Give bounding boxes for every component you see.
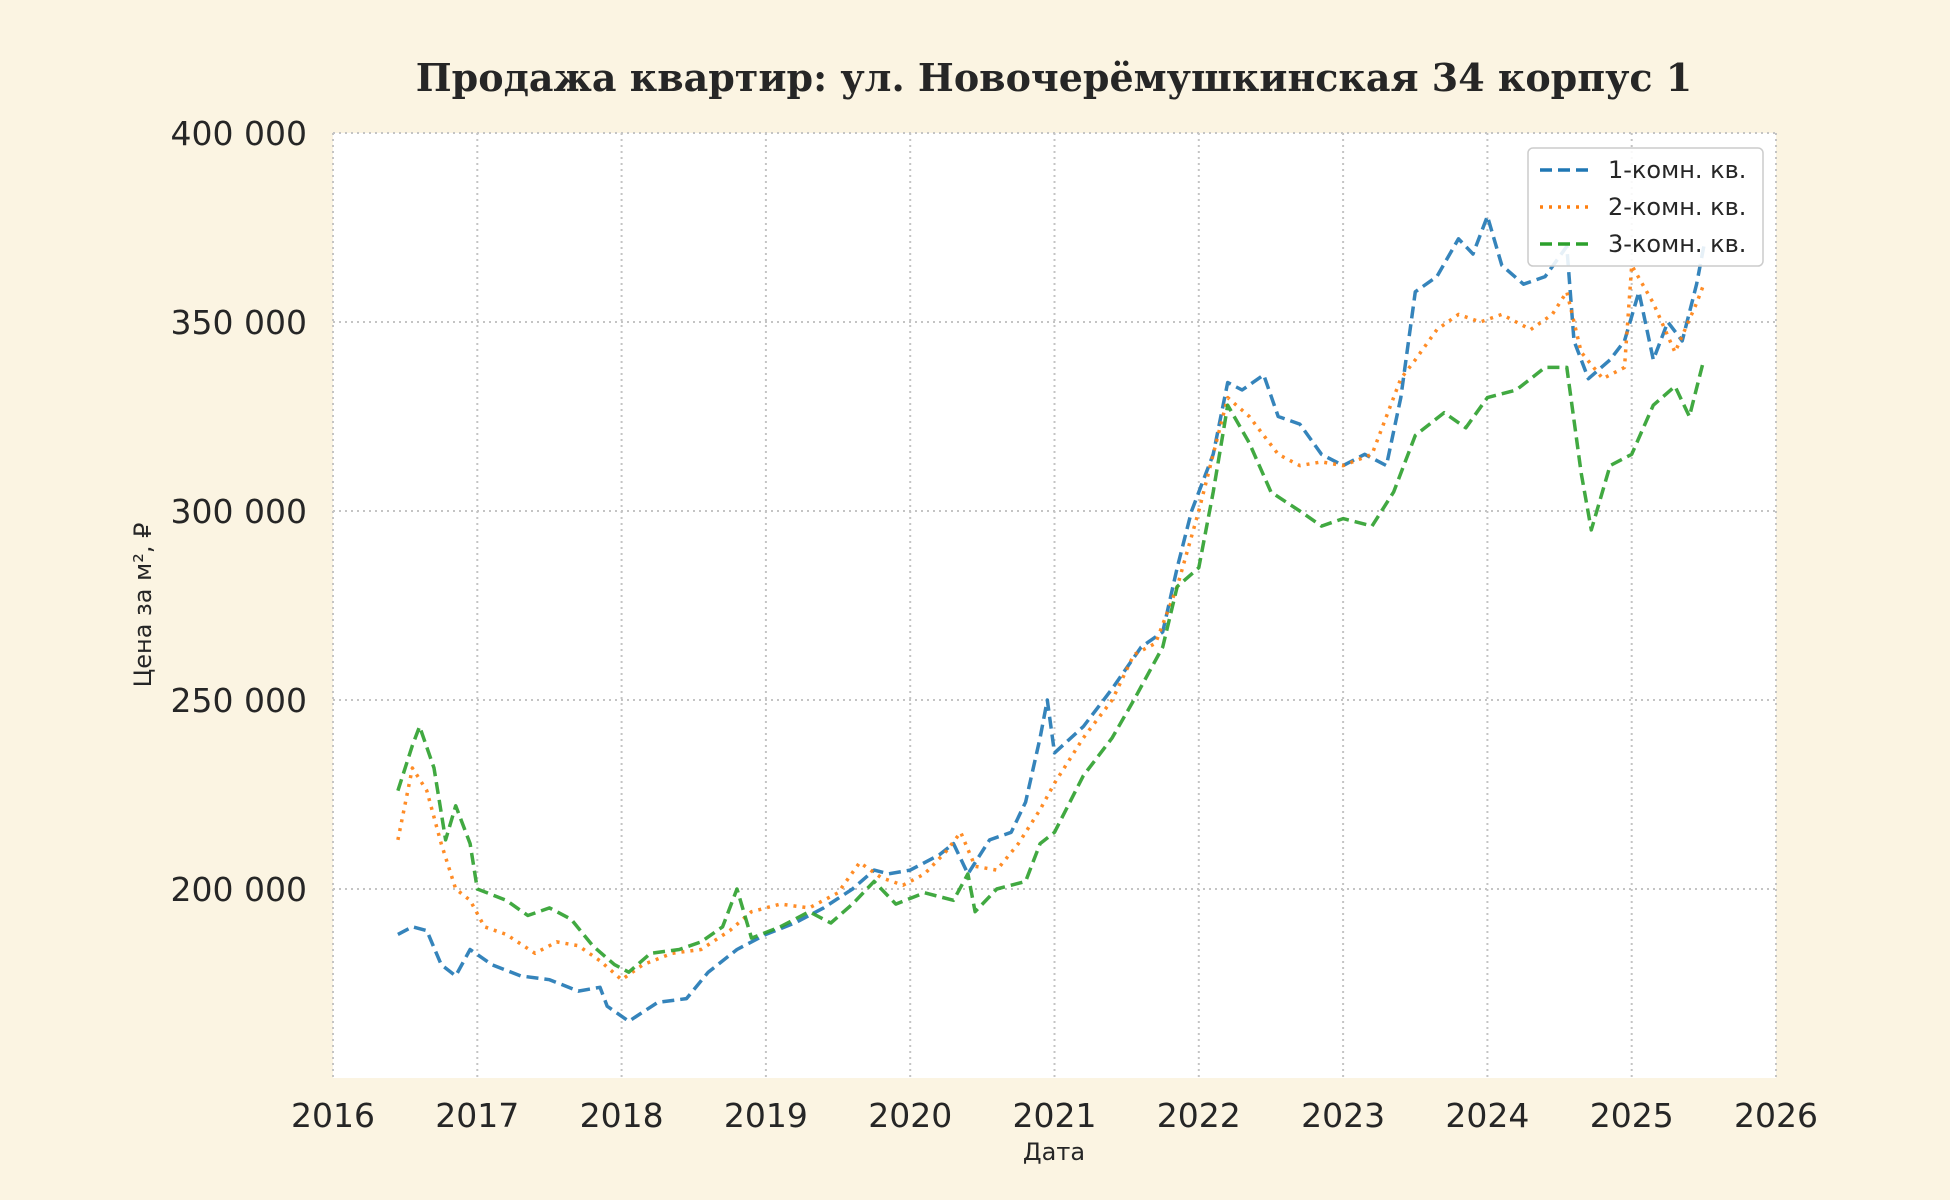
y-tick-label: 300 000 (171, 492, 307, 531)
legend-label: 1-комн. кв. (1608, 156, 1746, 184)
x-tick-label: 2018 (580, 1096, 664, 1135)
x-axis-label: Дата (1023, 1138, 1085, 1166)
y-tick-label: 350 000 (171, 303, 307, 342)
x-tick-label: 2022 (1157, 1096, 1241, 1135)
y-tick-label: 250 000 (171, 681, 307, 720)
legend: 1-комн. кв. 2-комн. кв. 3-комн. кв. (1527, 147, 1764, 267)
grid (332, 132, 1777, 1078)
chart-title: Продажа квартир: ул. Новочерёмушкинская … (416, 55, 1692, 100)
x-tick-label: 2023 (1301, 1096, 1385, 1135)
x-tick-label: 2016 (291, 1096, 375, 1135)
legend-box (1527, 147, 1764, 267)
y-tick-label: 400 000 (171, 114, 307, 153)
plot-area (333, 133, 1776, 1078)
series-line-3 (396, 359, 1706, 974)
y-axis-label: Цена за м², ₽ (129, 523, 157, 688)
x-tick-label: 2024 (1445, 1096, 1529, 1135)
series-lines (396, 214, 1706, 1024)
legend-label: 2-комн. кв. (1608, 193, 1746, 221)
x-tick-label: 2021 (1013, 1096, 1097, 1135)
y-tick-labels: 200 000 250 000 300 000 350 000 400 000 (171, 114, 307, 909)
x-tick-label: 2026 (1734, 1096, 1818, 1135)
x-tick-labels: 2016 2017 2018 2019 2020 2021 2022 2023 2024 2025… (291, 1096, 1818, 1135)
series-line-1 (397, 214, 1706, 1024)
x-tick-label: 2020 (868, 1096, 952, 1135)
legend-label: 3-комн. кв. (1608, 230, 1746, 258)
y-tick-label: 200 000 (171, 870, 307, 909)
x-tick-label: 2019 (724, 1096, 808, 1135)
x-tick-label: 2025 (1590, 1096, 1674, 1135)
x-tick-label: 2017 (435, 1096, 519, 1135)
